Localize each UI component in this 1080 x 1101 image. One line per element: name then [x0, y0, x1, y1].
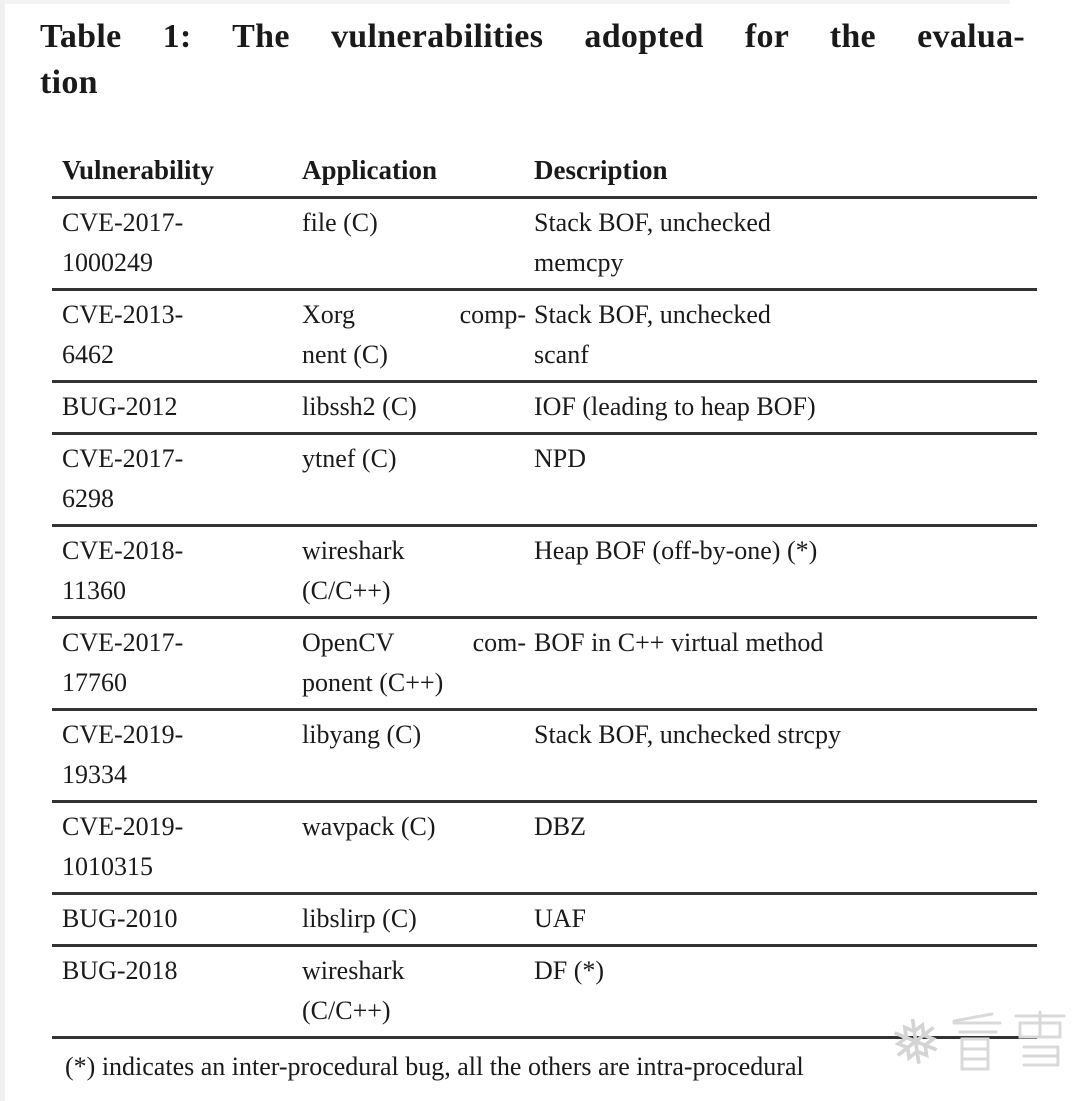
column-header-description: Description [534, 148, 1037, 199]
cell-description: NPD [534, 433, 1037, 527]
cell-line: ponent (C++) [302, 668, 444, 697]
cell-vulnerability: BUG-2018 [52, 945, 302, 1039]
cell-application: libslirp (C) [302, 893, 534, 947]
table-caption: Table 1: The vulnerabilities adopted for… [40, 14, 1025, 106]
cell-vulnerability: CVE-2017- 6298 [52, 433, 302, 527]
cell-line: CVE-2013- [62, 300, 184, 329]
table-header-row: Vulnerability Application Description [52, 148, 1037, 199]
cell-line: IOF (leading to heap BOF) [534, 392, 816, 421]
cell-description: Heap BOF (off-by-one) (*) [534, 525, 1037, 619]
table-row: CVE-2017- 1000249 file (C) Stack BOF, unche… [52, 197, 1037, 291]
table-row: CVE-2017- 6298 ytnef (C) NPD [52, 433, 1037, 527]
cell-line: CVE-2018- [62, 536, 184, 565]
cell-line: BUG-2018 [62, 956, 178, 985]
cell-line: CVE-2017- [62, 444, 184, 473]
cell-description: IOF (leading to heap BOF) [534, 381, 1037, 435]
cell-line: Stack BOF, unchecked [534, 208, 771, 237]
cell-vulnerability: CVE-2017- 1000249 [52, 197, 302, 291]
table-caption-line1: Table 1: The vulnerabilities adopted for… [40, 18, 1025, 55]
cell-line: file (C) [302, 208, 378, 237]
cell-line: wireshark [302, 536, 405, 565]
cell-vulnerability: BUG-2012 [52, 381, 302, 435]
cell-line: 6298 [62, 484, 114, 513]
cell-line: Heap BOF (off-by-one) (*) [534, 536, 818, 565]
cell-description: UAF [534, 893, 1037, 947]
cell-line: 1000249 [62, 248, 153, 277]
table-row: CVE-2019- 19334 libyang (C) Stack BOF, unch… [52, 709, 1037, 803]
cell-line: BUG-2012 [62, 392, 178, 421]
cell-line: BOF in C++ virtual method [534, 628, 824, 657]
cell-application: ytnef (C) [302, 433, 534, 527]
cell-line: nent (C) [302, 340, 388, 369]
cell-application: wireshark (C/C++) [302, 525, 534, 619]
cell-line: Stack BOF, unchecked strcpy [534, 720, 841, 749]
cell-vulnerability: CVE-2018- 11360 [52, 525, 302, 619]
table-row: BUG-2012 libssh2 (C) IOF (leading to heap … [52, 381, 1037, 435]
cell-line: CVE-2019- [62, 720, 184, 749]
table-row: CVE-2018- 11360 wireshark (C/C++) Heap BOF (… [52, 525, 1037, 619]
cell-line: NPD [534, 444, 587, 473]
cell-line: UAF [534, 904, 587, 933]
cell-line: 11360 [62, 576, 127, 605]
cell-line: CVE-2017- [62, 208, 184, 237]
cell-description: Stack BOF, unchecked strcpy [534, 709, 1037, 803]
table-caption-line2: tion [40, 64, 98, 101]
cell-vulnerability: CVE-2017- 17760 [52, 617, 302, 711]
cell-vulnerability: CVE-2019- 19334 [52, 709, 302, 803]
table-row: CVE-2013- 6462 Xorg comp-nent (C) Stack BOF… [52, 289, 1037, 383]
cell-line: CVE-2019- [62, 812, 184, 841]
cell-line: memcpy [534, 248, 624, 277]
cell-line: wireshark [302, 956, 405, 985]
page-edge-artifact-left [0, 0, 5, 1101]
cell-application: wavpack (C) [302, 801, 534, 895]
table-row: BUG-2018 wireshark (C/C++) DF (*) [52, 945, 1037, 1039]
cell-line: wavpack (C) [302, 812, 436, 841]
cell-application: file (C) [302, 197, 534, 291]
table-header: Vulnerability Application Description [52, 148, 1037, 199]
cell-description: BOF in C++ virtual method [534, 617, 1037, 711]
cell-application: Xorg comp-nent (C) [302, 289, 534, 383]
cell-line: DF (*) [534, 956, 605, 985]
table-row: BUG-2010 libslirp (C) UAF [52, 893, 1037, 947]
cell-application: OpenCV com-ponent (C++) [302, 617, 534, 711]
cell-line: libssh2 (C) [302, 392, 417, 421]
vulnerabilities-table: Vulnerability Application Description CV… [52, 148, 1037, 1039]
table-footnote: (*) indicates an inter-procedural bug, a… [65, 1052, 804, 1081]
column-header-vulnerability: Vulnerability [52, 148, 302, 199]
cell-line: 1010315 [62, 852, 153, 881]
cell-vulnerability: CVE-2019- 1010315 [52, 801, 302, 895]
cell-line: (C/C++) [302, 996, 391, 1025]
table-row: CVE-2017- 17760 OpenCV com-ponent (C++) BOF… [52, 617, 1037, 711]
cell-application: libyang (C) [302, 709, 534, 803]
cell-description: DBZ [534, 801, 1037, 895]
cell-line: Xorg comp- [302, 300, 526, 329]
table-row: CVE-2019- 1010315 wavpack (C) DBZ [52, 801, 1037, 895]
cell-line: scanf [534, 340, 589, 369]
cell-line: ytnef (C) [302, 444, 397, 473]
cell-vulnerability: CVE-2013- 6462 [52, 289, 302, 383]
cell-description: DF (*) [534, 945, 1037, 1039]
cell-line: (C/C++) [302, 576, 391, 605]
cell-line: libslirp (C) [302, 904, 417, 933]
column-header-application: Application [302, 148, 534, 199]
cell-line: libyang (C) [302, 720, 422, 749]
cell-line: Stack BOF, unchecked [534, 300, 771, 329]
cell-line: DBZ [534, 812, 586, 841]
cell-description: Stack BOF, unchecked scanf [534, 289, 1037, 383]
cell-vulnerability: BUG-2010 [52, 893, 302, 947]
cell-line: 19334 [62, 760, 127, 789]
cell-application: libssh2 (C) [302, 381, 534, 435]
page-edge-artifact-top [0, 0, 1010, 4]
cell-line: OpenCV com- [302, 628, 526, 657]
cell-application: wireshark (C/C++) [302, 945, 534, 1039]
cell-line: 17760 [62, 668, 127, 697]
cell-line: 6462 [62, 340, 114, 369]
cell-description: Stack BOF, unchecked memcpy [534, 197, 1037, 291]
cell-line: CVE-2017- [62, 628, 184, 657]
cell-line: BUG-2010 [62, 904, 178, 933]
table-body: CVE-2017- 1000249 file (C) Stack BOF, unche… [52, 197, 1037, 1039]
